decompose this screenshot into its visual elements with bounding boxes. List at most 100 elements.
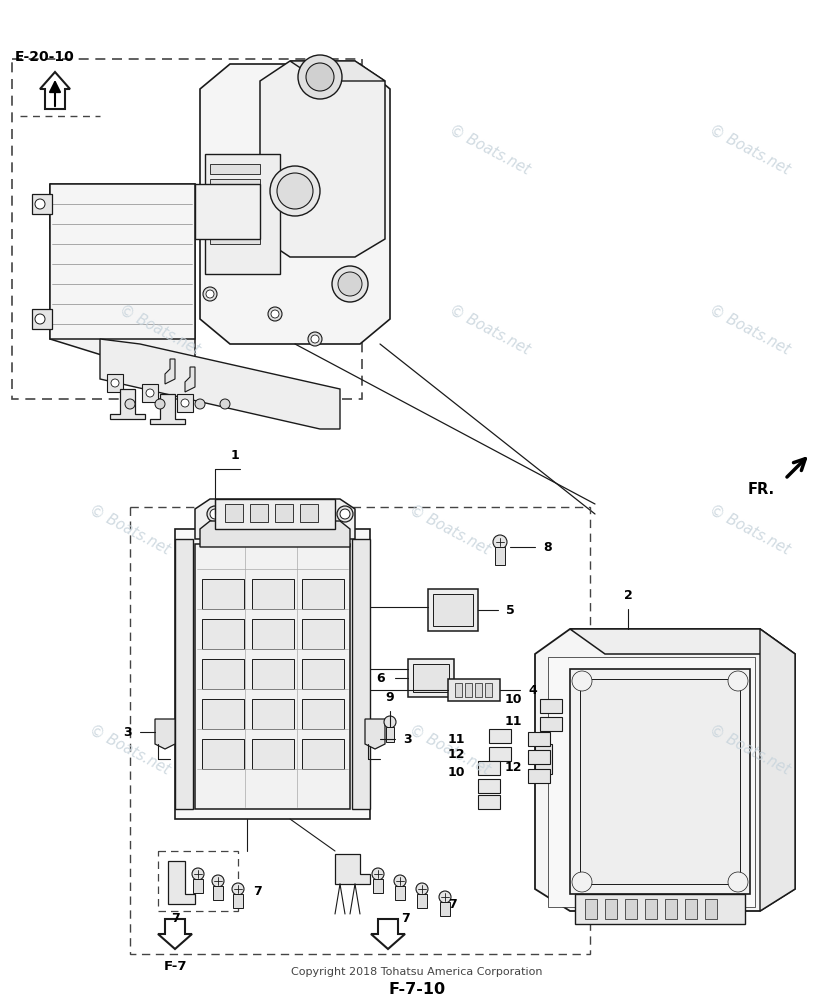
- Polygon shape: [168, 862, 195, 904]
- Bar: [130, 508, 590, 954]
- Polygon shape: [50, 185, 230, 230]
- Polygon shape: [165, 360, 175, 384]
- Bar: [570, 669, 750, 894]
- Bar: [252, 739, 294, 769]
- Text: © Boats.net: © Boats.net: [707, 122, 793, 178]
- Circle shape: [372, 869, 384, 880]
- Bar: [302, 699, 344, 729]
- Bar: [540, 717, 562, 731]
- Circle shape: [298, 56, 342, 100]
- Circle shape: [728, 873, 748, 892]
- Text: 2: 2: [624, 589, 632, 602]
- Bar: [705, 899, 717, 919]
- Bar: [302, 620, 344, 649]
- Bar: [645, 899, 657, 919]
- Bar: [585, 899, 597, 919]
- Circle shape: [111, 379, 119, 387]
- Bar: [202, 739, 244, 769]
- Bar: [215, 499, 335, 530]
- Circle shape: [572, 671, 592, 691]
- Text: © Boats.net: © Boats.net: [707, 502, 793, 557]
- Text: F-7-10: F-7-10: [388, 982, 446, 997]
- Circle shape: [728, 671, 748, 691]
- Bar: [302, 580, 344, 610]
- Bar: [386, 727, 394, 742]
- Circle shape: [210, 510, 220, 520]
- Text: 12: 12: [504, 760, 522, 773]
- Text: 11: 11: [504, 715, 522, 728]
- Bar: [605, 899, 617, 919]
- Bar: [158, 852, 238, 911]
- Polygon shape: [260, 62, 385, 258]
- Polygon shape: [195, 499, 355, 540]
- Polygon shape: [155, 719, 175, 749]
- Text: 7: 7: [254, 884, 262, 897]
- Text: 4: 4: [528, 684, 537, 697]
- Circle shape: [416, 883, 428, 895]
- Bar: [528, 750, 550, 764]
- Bar: [252, 659, 294, 689]
- Bar: [489, 729, 511, 743]
- Circle shape: [35, 315, 45, 325]
- Circle shape: [384, 716, 396, 728]
- Bar: [142, 384, 158, 402]
- Circle shape: [271, 311, 279, 319]
- Bar: [302, 659, 344, 689]
- Circle shape: [337, 507, 353, 523]
- Text: 1: 1: [230, 448, 240, 461]
- Polygon shape: [200, 522, 350, 548]
- Bar: [575, 894, 745, 924]
- Bar: [665, 899, 677, 919]
- Polygon shape: [185, 368, 195, 392]
- Bar: [495, 548, 505, 566]
- Circle shape: [195, 399, 205, 409]
- Circle shape: [212, 876, 224, 887]
- Text: 11: 11: [448, 733, 465, 746]
- Bar: [478, 795, 500, 809]
- Bar: [210, 180, 260, 190]
- Bar: [625, 899, 637, 919]
- Bar: [685, 899, 697, 919]
- Text: © Boats.net: © Boats.net: [87, 502, 173, 557]
- Bar: [580, 679, 740, 884]
- Circle shape: [203, 288, 217, 302]
- Bar: [417, 894, 427, 908]
- Bar: [205, 154, 280, 275]
- Polygon shape: [535, 744, 552, 774]
- Polygon shape: [371, 919, 405, 949]
- Bar: [252, 580, 294, 610]
- Text: © Boats.net: © Boats.net: [447, 122, 533, 178]
- Bar: [440, 902, 450, 916]
- Polygon shape: [32, 310, 52, 330]
- Circle shape: [572, 873, 592, 892]
- Text: 5: 5: [506, 604, 514, 617]
- Bar: [175, 540, 193, 809]
- Bar: [548, 657, 755, 907]
- Text: Copyright 2018 Tohatsu America Corporation: Copyright 2018 Tohatsu America Corporati…: [291, 966, 543, 976]
- Circle shape: [311, 336, 319, 344]
- Circle shape: [332, 267, 368, 303]
- Bar: [302, 739, 344, 769]
- Circle shape: [439, 891, 451, 903]
- Circle shape: [338, 273, 362, 297]
- Bar: [465, 683, 472, 697]
- Text: E-20-10: E-20-10: [15, 50, 75, 64]
- Bar: [50, 185, 195, 340]
- Circle shape: [394, 876, 406, 887]
- Text: © Boats.net: © Boats.net: [407, 722, 493, 776]
- Bar: [202, 659, 244, 689]
- Text: © Boats.net: © Boats.net: [117, 302, 203, 357]
- Circle shape: [277, 174, 313, 210]
- Bar: [193, 879, 203, 893]
- Bar: [433, 595, 473, 627]
- Polygon shape: [150, 394, 185, 424]
- Polygon shape: [448, 679, 500, 701]
- Polygon shape: [290, 62, 385, 82]
- Circle shape: [270, 166, 320, 217]
- Polygon shape: [335, 855, 370, 884]
- Bar: [528, 732, 550, 746]
- Bar: [210, 195, 260, 205]
- Polygon shape: [110, 389, 145, 419]
- Circle shape: [192, 869, 204, 880]
- Circle shape: [207, 507, 223, 523]
